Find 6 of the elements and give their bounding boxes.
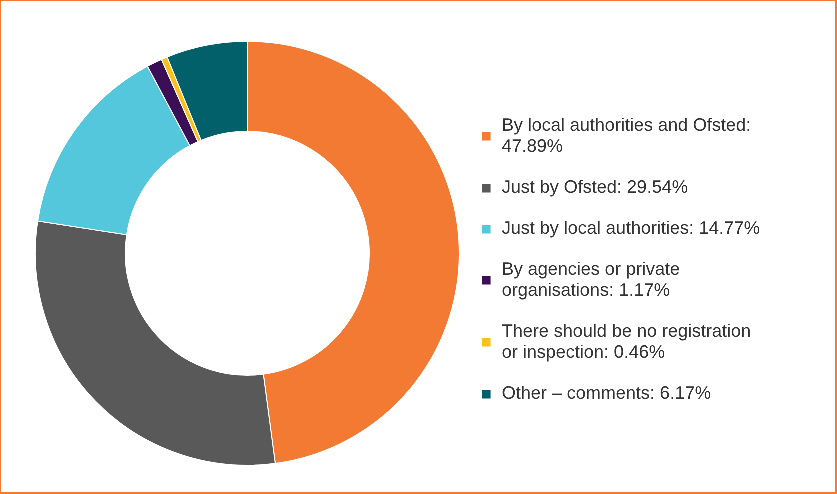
legend-label: There should be no registration or inspection: 0.46%	[502, 321, 752, 363]
legend-label: Just by local authorities: 14.77%	[502, 218, 760, 239]
legend-label: By local authorities and Ofsted: 47.89%	[502, 115, 752, 157]
legend-label: By agencies or private organisations: 1.17%	[502, 259, 680, 301]
legend-label: Just by Ofsted: 29.54%	[502, 177, 688, 198]
legend-label: Other – comments: 6.17%	[502, 383, 712, 404]
